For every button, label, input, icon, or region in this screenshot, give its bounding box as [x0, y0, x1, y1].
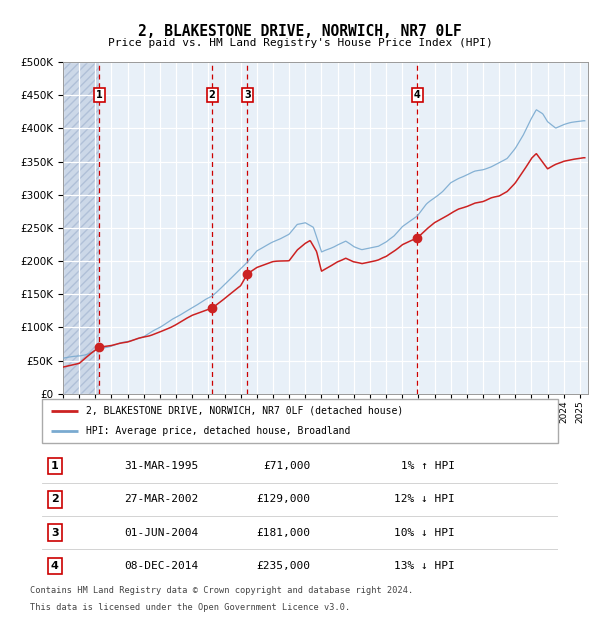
Text: HPI: Average price, detached house, Broadland: HPI: Average price, detached house, Broa… [86, 426, 350, 436]
Text: 4: 4 [51, 561, 59, 571]
Text: £129,000: £129,000 [256, 495, 310, 505]
Text: 1% ↑ HPI: 1% ↑ HPI [401, 461, 455, 471]
Text: £235,000: £235,000 [256, 561, 310, 571]
Text: 1: 1 [96, 90, 103, 100]
Text: 2: 2 [209, 90, 215, 100]
Text: 31-MAR-1995: 31-MAR-1995 [125, 461, 199, 471]
Text: 27-MAR-2002: 27-MAR-2002 [125, 495, 199, 505]
Text: £181,000: £181,000 [256, 528, 310, 538]
Text: 13% ↓ HPI: 13% ↓ HPI [394, 561, 455, 571]
Text: 2, BLAKESTONE DRIVE, NORWICH, NR7 0LF (detached house): 2, BLAKESTONE DRIVE, NORWICH, NR7 0LF (d… [86, 405, 403, 416]
Text: 10% ↓ HPI: 10% ↓ HPI [394, 528, 455, 538]
Text: 2: 2 [51, 495, 59, 505]
Text: This data is licensed under the Open Government Licence v3.0.: This data is licensed under the Open Gov… [30, 603, 350, 613]
Text: 3: 3 [51, 528, 59, 538]
Text: Price paid vs. HM Land Registry's House Price Index (HPI): Price paid vs. HM Land Registry's House … [107, 38, 493, 48]
Text: Contains HM Land Registry data © Crown copyright and database right 2024.: Contains HM Land Registry data © Crown c… [30, 586, 413, 595]
Text: £71,000: £71,000 [263, 461, 310, 471]
Text: 3: 3 [244, 90, 251, 100]
Text: 1: 1 [51, 461, 59, 471]
Text: 01-JUN-2004: 01-JUN-2004 [125, 528, 199, 538]
Bar [63, 62, 100, 394]
Text: 12% ↓ HPI: 12% ↓ HPI [394, 495, 455, 505]
Text: 08-DEC-2014: 08-DEC-2014 [125, 561, 199, 571]
Text: 4: 4 [414, 90, 421, 100]
Text: 2, BLAKESTONE DRIVE, NORWICH, NR7 0LF: 2, BLAKESTONE DRIVE, NORWICH, NR7 0LF [138, 24, 462, 38]
FancyBboxPatch shape [42, 399, 558, 443]
